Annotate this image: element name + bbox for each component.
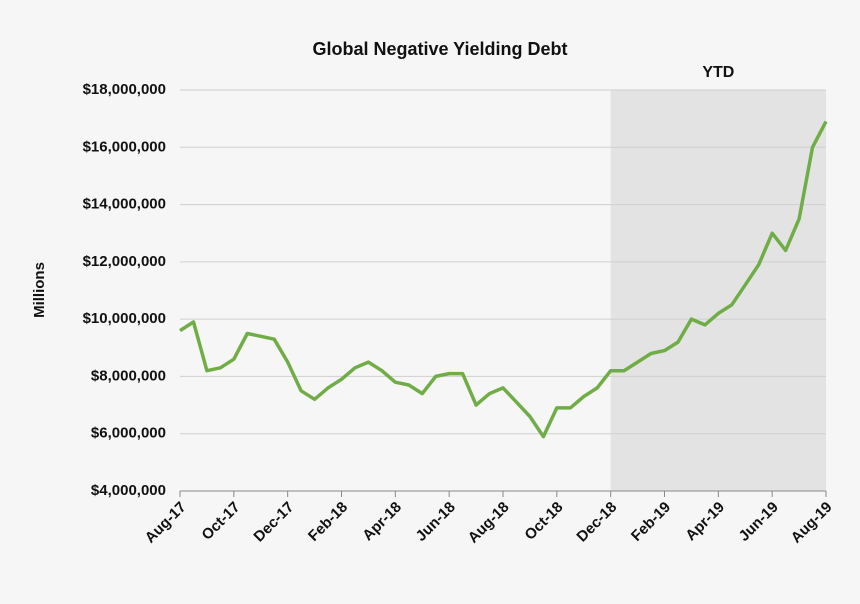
x-tick-label: Aug-17 [142,499,190,547]
y-tick-label: $6,000,000 [91,425,166,442]
shaded-region [610,90,826,491]
shaded-region-label: YTD [702,64,734,81]
chart-title: Global Negative Yielding Debt [312,39,567,59]
y-tick-label: $12,000,000 [83,253,166,270]
x-tick-label: Oct-18 [521,499,566,544]
x-tick-label: Apr-19 [682,499,728,545]
y-tick-label: $16,000,000 [83,138,166,155]
x-tick-label: Jun-19 [736,499,782,545]
x-tick-label: Aug-19 [788,499,836,547]
y-tick-label: $4,000,000 [91,482,166,499]
x-tick-label: Dec-18 [573,499,620,546]
line-series [179,120,828,439]
y-tick-label: $10,000,000 [83,310,166,327]
x-tick-label: Aug-18 [465,499,513,547]
y-tick-label: $8,000,000 [91,367,166,384]
x-tick-label: Apr-18 [359,499,405,545]
x-tick-label: Jun-18 [413,499,459,545]
y-axis-label: Millions [31,262,48,318]
x-tick-label: Feb-18 [305,499,351,545]
x-tick-label: Feb-19 [628,499,674,545]
y-tick-label: $14,000,000 [83,196,166,213]
x-tick-label: Dec-17 [250,499,297,546]
x-tick-label: Oct-17 [198,499,243,544]
y-tick-label: $18,000,000 [83,81,166,98]
